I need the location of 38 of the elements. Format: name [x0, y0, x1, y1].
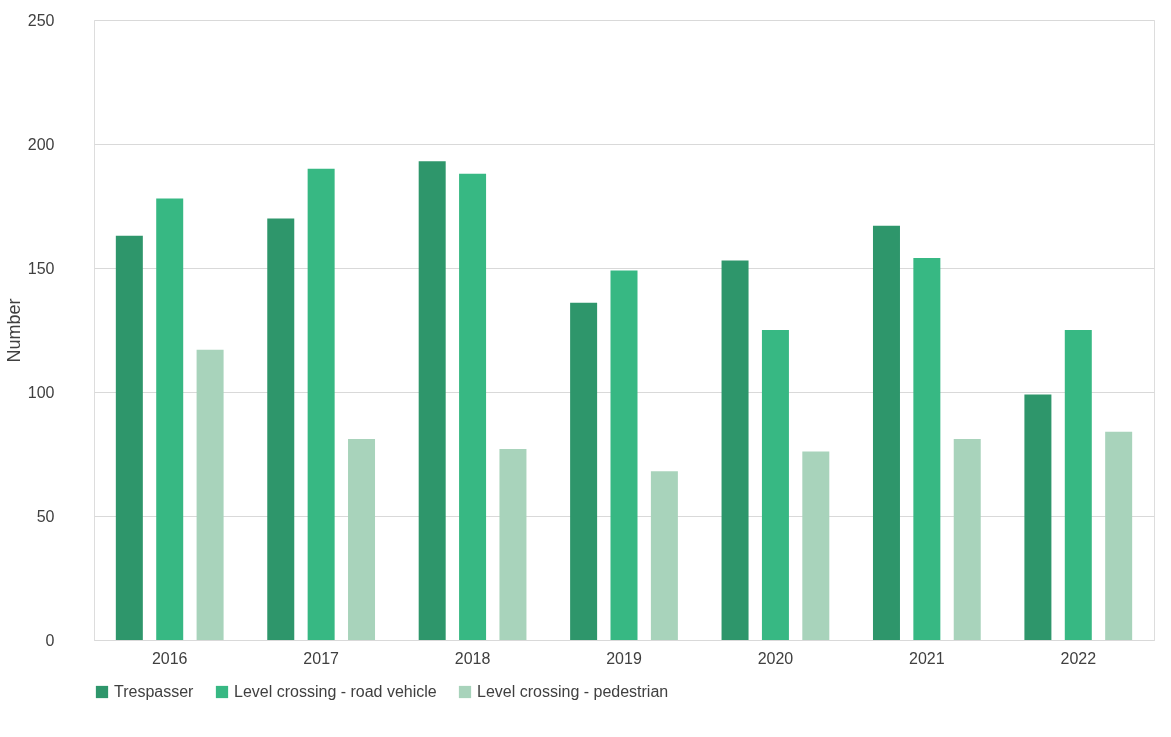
x-tick-label: 2019 [606, 649, 642, 667]
x-tick-label: 2020 [757, 649, 794, 667]
bar [156, 198, 184, 640]
bar [802, 451, 830, 640]
x-tick-label: 2022 [1060, 649, 1097, 667]
bar [418, 161, 446, 640]
y-tick-label: 250 [27, 11, 55, 29]
bar [1064, 330, 1092, 640]
bar [570, 302, 598, 640]
legend-label: Trespasser [114, 683, 195, 700]
y-tick-label: 200 [27, 135, 55, 153]
y-tick-label: 150 [27, 259, 55, 277]
x-tick-label: 2016 [151, 649, 188, 667]
bar [348, 439, 376, 640]
y-axis-title: Number [3, 298, 24, 363]
bar [115, 235, 143, 640]
bar [913, 258, 941, 640]
bar [1024, 394, 1052, 640]
bar [307, 168, 335, 640]
bar [499, 449, 527, 640]
bar [610, 270, 638, 640]
bar [1105, 431, 1133, 640]
legend-label: Level crossing - pedestrian [477, 683, 669, 700]
y-tick-label: 100 [27, 383, 55, 401]
x-tick-label: 2021 [909, 649, 945, 667]
bar [196, 349, 224, 640]
bar [872, 225, 900, 640]
y-tick-label: 50 [36, 507, 55, 525]
legend-label: Level crossing - road vehicle [234, 683, 437, 700]
bar [650, 471, 678, 640]
x-tick-label: 2018 [454, 649, 491, 667]
bar [459, 173, 487, 640]
bar [267, 218, 295, 640]
bar [953, 439, 981, 640]
bar [721, 260, 749, 640]
bar [761, 330, 789, 640]
y-tick-label: 0 [45, 631, 55, 649]
x-tick-label: 2017 [303, 649, 340, 667]
